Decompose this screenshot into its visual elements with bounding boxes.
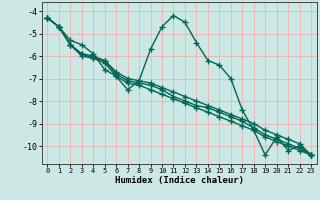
X-axis label: Humidex (Indice chaleur): Humidex (Indice chaleur): [115, 176, 244, 185]
